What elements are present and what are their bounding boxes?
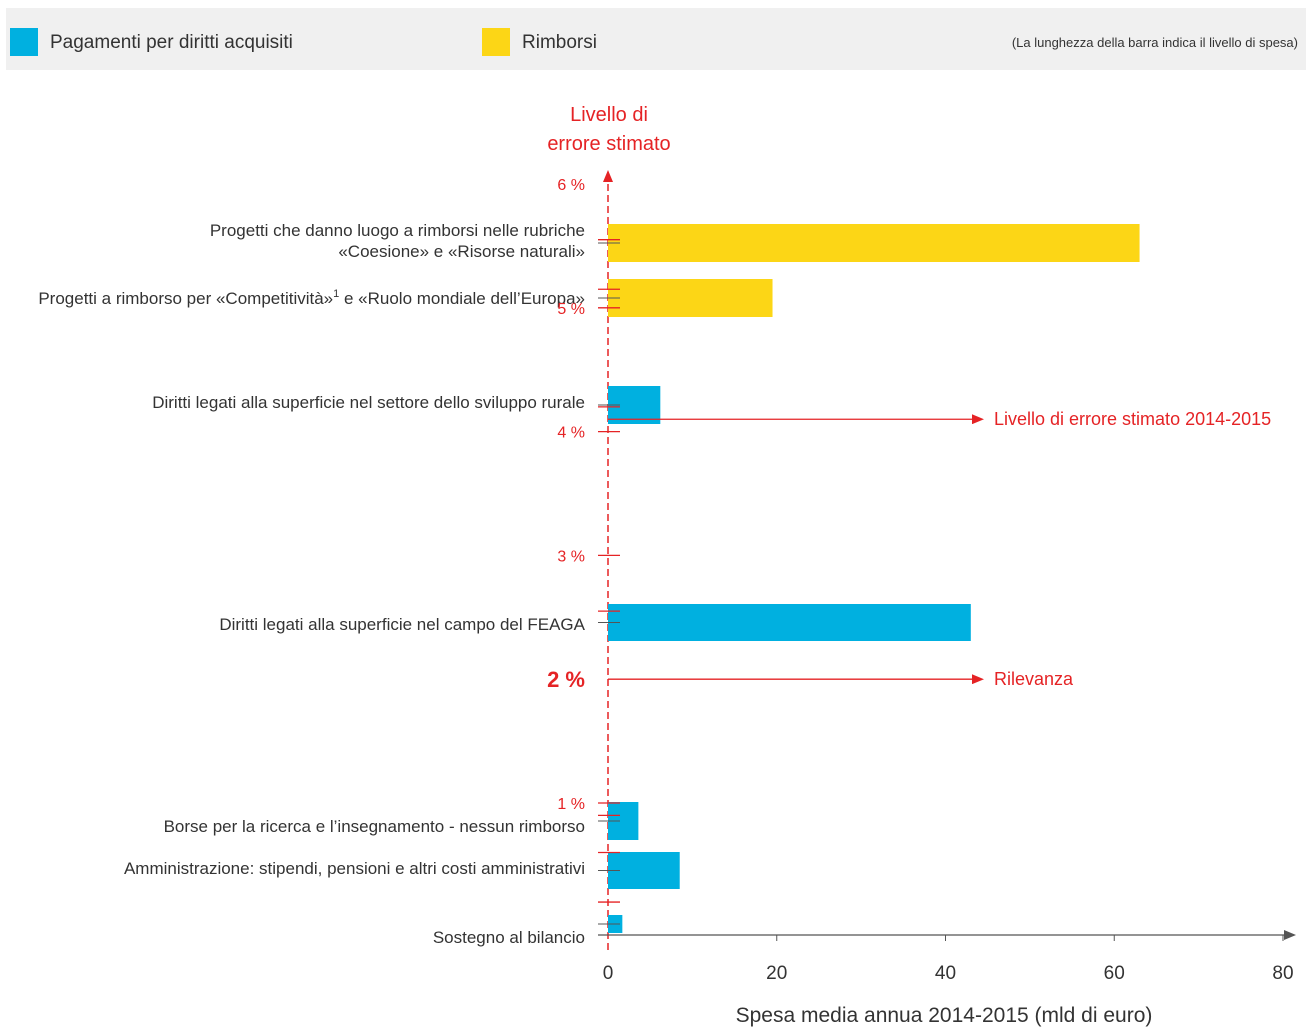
reference-line-label: Livello di errore stimato 2014-2015	[994, 409, 1271, 429]
bar	[608, 604, 971, 641]
legend-note: (La lunghezza della barra indica il live…	[1012, 35, 1298, 50]
footnote-marker: 1	[333, 288, 339, 300]
legend-swatch-entitlements	[10, 28, 38, 56]
y-tick-label: 1 %	[557, 796, 585, 813]
bar-category-label: Sostegno al bilancio	[433, 928, 585, 947]
x-tick-label: 20	[766, 963, 787, 984]
bar-category-label: Progetti che danno luogo a rimborsi nell…	[210, 221, 585, 240]
bar-category-label: «Coesione» e «Risorse naturali»	[338, 242, 585, 261]
reference-line-label: Rilevanza	[994, 669, 1074, 689]
bar-category-label: Progetti a rimborso per «Competitività»1…	[38, 288, 585, 308]
x-axis-title: Spesa media annua 2014-2015 (mld di euro…	[736, 1004, 1153, 1027]
y-axis-title-line1: Livello di	[570, 104, 648, 126]
x-tick-label: 0	[603, 963, 614, 984]
legend-label-entitlements: Pagamenti per diritti acquisiti	[50, 32, 293, 53]
y-tick-label: 4 %	[557, 425, 585, 442]
bar	[608, 224, 1140, 262]
x-tick-label: 80	[1272, 963, 1293, 984]
y-tick-label: 6 %	[557, 177, 585, 194]
legend-background	[6, 8, 1306, 70]
legend-label-reimbursements: Rimborsi	[522, 32, 597, 53]
y-tick-label-highlight: 2 %	[547, 667, 585, 692]
bar	[608, 279, 773, 317]
y-tick-label: 5 %	[557, 301, 585, 318]
bar-category-label: Amministrazione: stipendi, pensioni e al…	[124, 859, 585, 878]
bar-category-label-part: e «Ruolo mondiale dell’Europa»	[339, 289, 585, 308]
y-axis-title-line2: errore stimato	[547, 133, 670, 155]
bar-category-label-part: Progetti a rimborso per «Competitività»	[38, 289, 333, 308]
x-tick-label: 60	[1104, 963, 1125, 984]
legend: Pagamenti per diritti acquisiti Rimborsi…	[6, 8, 1306, 70]
bar-category-label: Borse per la ricerca e l’insegnamento - …	[164, 817, 585, 836]
y-tick-label: 3 %	[557, 548, 585, 565]
bar-category-label: Diritti legati alla superficie nel setto…	[152, 393, 585, 412]
x-tick-label: 40	[935, 963, 956, 984]
legend-swatch-reimbursements	[482, 28, 510, 56]
bar-category-label: Diritti legati alla superficie nel campo…	[219, 615, 585, 634]
